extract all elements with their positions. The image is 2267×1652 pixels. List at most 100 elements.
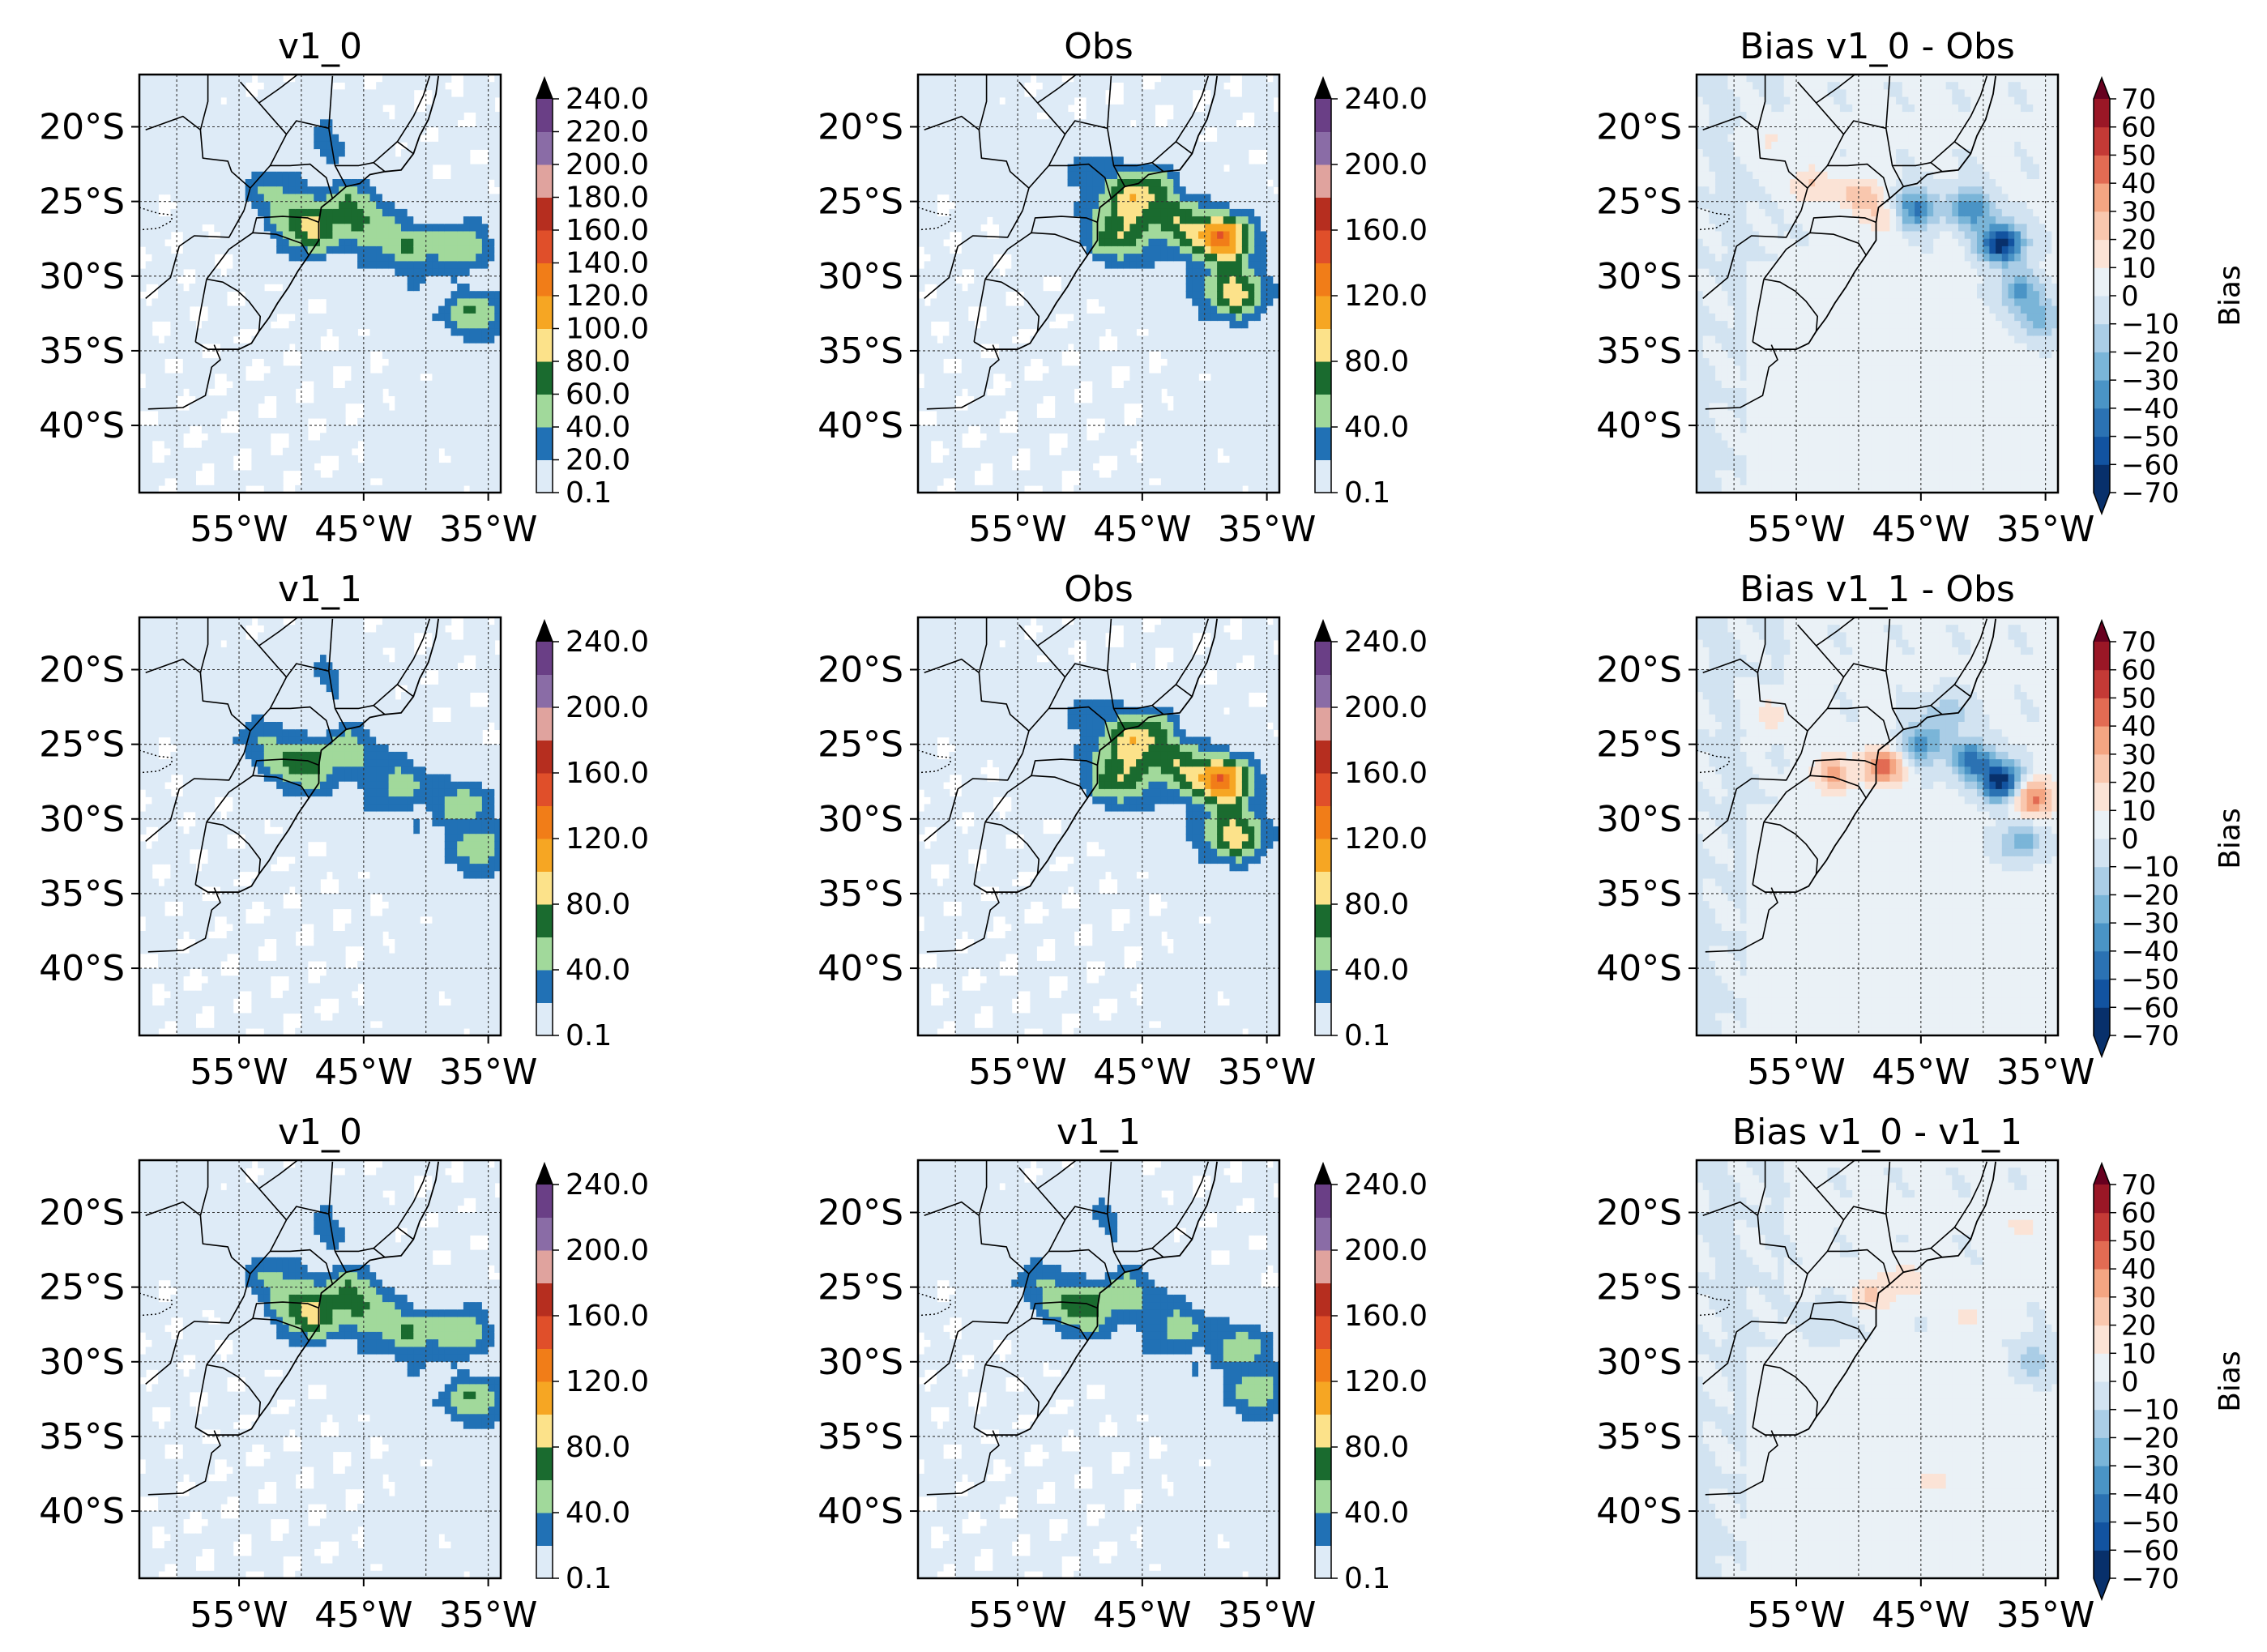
- contour-cell: [961, 179, 969, 187]
- contour-cell: [1023, 291, 1031, 300]
- contour-cell: [245, 149, 253, 158]
- contour-cell: [195, 89, 203, 98]
- contour-cell: [1129, 179, 1137, 187]
- contour-cell: [937, 284, 944, 292]
- contour-cell: [226, 275, 234, 284]
- contour-cell: [295, 254, 302, 263]
- contour-cell: [961, 134, 969, 143]
- contour-cell: [1148, 149, 1155, 158]
- contour-cell: [1155, 254, 1162, 263]
- contour-cell: [295, 164, 302, 173]
- contour-cell: [258, 126, 265, 135]
- contour-cell: [1079, 134, 1087, 143]
- contour-cell: [270, 75, 277, 83]
- contour-cell: [170, 141, 177, 150]
- contour-cell: [214, 104, 221, 113]
- contour-cell: [189, 455, 196, 463]
- contour-cell: [1129, 463, 1137, 472]
- contour-cell: [263, 433, 271, 442]
- contour-cell: [270, 186, 277, 195]
- contour-cell: [189, 417, 196, 426]
- contour-cell: [450, 455, 458, 463]
- contour-cell: [1067, 208, 1075, 217]
- contour-cell: [407, 321, 415, 330]
- contour-cell: [382, 164, 390, 173]
- contour-cell: [918, 149, 925, 158]
- contour-cell: [1136, 186, 1143, 195]
- contour-cell: [1061, 261, 1069, 270]
- contour-cell: [1011, 350, 1018, 359]
- contour-cell: [1129, 284, 1137, 292]
- contour-cell: [930, 485, 937, 493]
- contour-cell: [481, 89, 489, 98]
- contour-cell: [457, 358, 464, 367]
- contour-cell: [1067, 201, 1075, 210]
- contour-cell: [320, 254, 327, 263]
- contour-cell: [139, 275, 147, 284]
- contour-cell: [1086, 171, 1094, 180]
- contour-cell: [481, 291, 489, 300]
- contour-cell: [401, 373, 408, 382]
- contour-cell: [320, 358, 327, 367]
- contour-cell: [974, 238, 981, 247]
- contour-cell: [307, 194, 315, 203]
- contour-cell: [158, 358, 165, 367]
- contour-cell: [999, 134, 1006, 143]
- contour-cell: [463, 179, 471, 187]
- contour-cell: [282, 373, 290, 382]
- contour-cell: [444, 96, 452, 105]
- contour-cell: [263, 373, 271, 382]
- contour-cell: [152, 216, 159, 225]
- contour-cell: [1079, 440, 1087, 449]
- contour-cell: [1136, 245, 1143, 254]
- contour-cell: [924, 463, 932, 472]
- contour-cell: [980, 440, 988, 449]
- contour-cell: [1099, 238, 1106, 247]
- contour-cell: [1055, 208, 1062, 217]
- contour-cell: [420, 149, 427, 158]
- contour-cell: [314, 134, 321, 143]
- contour-cell: [251, 216, 258, 225]
- contour-cell: [432, 305, 439, 314]
- contour-cell: [401, 194, 408, 203]
- contour-cell: [282, 305, 290, 314]
- contour-cell: [942, 380, 950, 389]
- contour-cell: [1011, 477, 1018, 486]
- contour-cell: [152, 119, 159, 128]
- contour-cell: [986, 96, 994, 105]
- contour-cell: [1123, 455, 1131, 463]
- contour-cell: [189, 298, 196, 307]
- contour-cell: [420, 388, 427, 396]
- contour-cell: [1074, 245, 1081, 254]
- contour-cell: [182, 321, 190, 330]
- contour-cell: [395, 156, 402, 165]
- contour-cell: [1086, 350, 1094, 359]
- contour-cell: [463, 82, 471, 91]
- contour-cell: [320, 313, 327, 322]
- contour-cell: [276, 194, 284, 203]
- contour-cell: [425, 470, 433, 479]
- contour-cell: [388, 358, 396, 367]
- contour-cell: [357, 96, 365, 105]
- contour-cell: [1129, 261, 1137, 270]
- contour-cell: [251, 261, 258, 270]
- contour-cell: [1148, 298, 1155, 307]
- contour-cell: [1148, 245, 1155, 254]
- contour-cell: [1099, 149, 1106, 158]
- contour-cell: [1160, 455, 1168, 463]
- contour-cell: [1018, 112, 1025, 121]
- contour-cell: [942, 395, 950, 404]
- contour-cell: [469, 284, 477, 292]
- contour-cell: [1018, 156, 1025, 165]
- contour-cell: [1148, 343, 1155, 352]
- contour-cell: [351, 313, 358, 322]
- contour-cell: [401, 201, 408, 210]
- contour-cell: [401, 224, 408, 233]
- contour-cell: [295, 201, 302, 210]
- contour-cell: [494, 417, 501, 426]
- contour-cell: [326, 179, 334, 187]
- contour-cell: [930, 403, 937, 412]
- contour-cell: [967, 410, 975, 419]
- contour-cell: [301, 275, 309, 284]
